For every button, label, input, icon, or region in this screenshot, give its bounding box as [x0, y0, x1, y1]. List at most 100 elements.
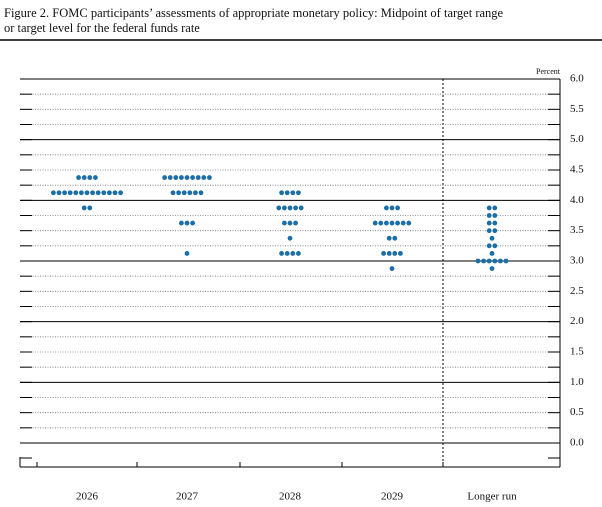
dot	[492, 213, 498, 218]
dot	[378, 220, 384, 226]
dot	[79, 190, 84, 196]
dot	[87, 175, 93, 180]
dot	[90, 190, 95, 196]
dot	[293, 220, 298, 226]
dot	[107, 190, 112, 196]
dot	[184, 220, 190, 226]
dot	[282, 205, 287, 211]
dot	[73, 190, 79, 196]
y-tick-label: 4.0	[570, 194, 584, 206]
dot	[384, 205, 389, 211]
y-tick-label: 4.5	[570, 164, 584, 176]
dot	[486, 205, 492, 211]
x-tick-label: Longer run	[467, 491, 517, 503]
dot	[62, 190, 67, 196]
y-tick-label: 1.0	[570, 376, 584, 388]
dot	[475, 258, 481, 264]
dot	[184, 251, 190, 256]
dot	[167, 175, 173, 180]
dot	[290, 251, 296, 256]
dot	[56, 190, 62, 196]
dot	[492, 228, 498, 234]
y-tick-label: 6.0	[570, 73, 584, 85]
dot	[298, 205, 304, 211]
chart-title: or target level for the federal funds ra…	[4, 21, 200, 35]
y-tick-label: 0.5	[570, 406, 584, 418]
dot	[279, 190, 284, 196]
dot	[181, 190, 187, 196]
dot	[296, 190, 301, 196]
y-tick-label: 2.5	[570, 285, 584, 297]
dot	[195, 175, 201, 180]
dot	[486, 258, 492, 264]
dot	[190, 220, 196, 226]
dot	[492, 205, 498, 211]
dot	[279, 251, 284, 256]
dot	[162, 175, 168, 180]
dot	[386, 235, 392, 241]
dot	[392, 251, 398, 256]
y-tick-label: 3.0	[570, 255, 584, 267]
y-tick-label: 3.5	[570, 224, 584, 236]
dot	[93, 175, 98, 180]
y-tick-label: 5.5	[570, 103, 584, 115]
dot	[489, 235, 495, 241]
dot	[179, 220, 184, 226]
dot	[395, 220, 400, 226]
dot	[293, 205, 298, 211]
dot	[287, 220, 293, 226]
dot	[190, 175, 196, 180]
dot	[198, 190, 204, 196]
y-tick-label: 5.0	[570, 133, 584, 145]
dot	[76, 175, 81, 180]
dot	[51, 190, 56, 196]
dot	[87, 205, 93, 211]
y-unit: Percent	[536, 67, 561, 76]
x-tick-label: 2027	[176, 491, 199, 503]
dot	[372, 220, 378, 226]
dot	[498, 258, 503, 264]
dot	[400, 220, 406, 226]
dot	[492, 220, 498, 226]
x-tick-label: 2029	[381, 491, 404, 503]
dot	[187, 190, 193, 196]
dot	[486, 228, 492, 234]
dot	[95, 190, 101, 196]
dot	[101, 190, 107, 196]
dot	[486, 220, 492, 226]
dot	[290, 190, 296, 196]
dot	[276, 205, 282, 211]
dot	[207, 175, 212, 180]
dot	[386, 251, 392, 256]
chart-title: Figure 2. FOMC participants’ assessments…	[4, 6, 504, 20]
x-tick-label: 2026	[76, 491, 99, 503]
dot	[84, 190, 90, 196]
x-tick-label: 2028	[279, 491, 302, 503]
dot	[170, 190, 176, 196]
dot	[296, 251, 301, 256]
dot	[389, 266, 395, 271]
dot	[492, 258, 498, 264]
y-tick-label: 0.0	[570, 437, 584, 449]
dot	[173, 175, 179, 180]
dot	[284, 251, 290, 256]
dot	[184, 175, 190, 180]
dot	[284, 190, 290, 196]
dot	[193, 190, 198, 196]
dot	[395, 205, 400, 211]
dot	[489, 266, 495, 271]
dot	[406, 220, 412, 226]
y-tick-label: 1.5	[570, 346, 584, 358]
dot	[398, 251, 403, 256]
dot	[179, 175, 184, 180]
dot	[503, 258, 509, 264]
dot	[389, 220, 395, 226]
dot	[492, 243, 498, 249]
dot	[176, 190, 182, 196]
dot	[201, 175, 207, 180]
dot	[481, 258, 486, 264]
dot	[381, 251, 386, 256]
dot	[392, 235, 398, 241]
dot	[81, 205, 87, 211]
